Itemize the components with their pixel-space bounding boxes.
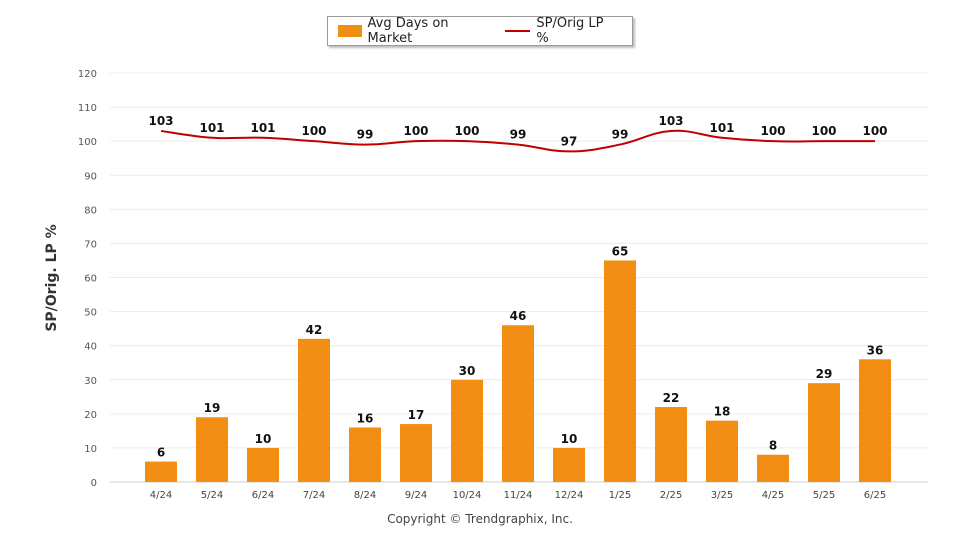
x-tick-label: 5/24 [201,490,223,501]
x-tick-label: 4/25 [762,490,784,501]
bar [349,427,381,482]
line-data-label: 100 [403,124,428,138]
x-tick-label: 12/24 [555,490,584,501]
line-data-label: 100 [862,124,887,138]
x-tick-label: 1/25 [609,490,631,501]
bar [247,447,279,482]
line-data-label: 99 [510,128,527,142]
y-tick-label: 90 [84,171,97,182]
bar [298,338,330,482]
legend: Avg Days on Market SP/Orig LP % [327,16,633,46]
bar-data-label: 19 [204,401,221,415]
bar-data-label: 17 [408,408,425,422]
bar-series [145,260,891,482]
line-data-label: 103 [148,114,173,128]
line-data-label: 101 [199,121,224,135]
line-series [160,129,875,153]
x-tick-label: 10/24 [453,490,482,501]
y-tick-label: 40 [84,342,97,353]
bar [553,447,585,482]
legend-label-bar: Avg Days on Market [367,16,449,46]
legend-item-line: SP/Orig LP % [505,16,612,46]
x-tick-label: 7/24 [303,490,325,501]
bar-data-label: 65 [612,244,629,258]
copyright-footer: Copyright © Trendgraphix, Inc. [387,512,573,526]
legend-item-bar: Avg Days on Market [338,16,485,46]
x-tick-label: 3/25 [711,490,733,501]
bar [604,260,636,482]
bar [451,379,483,482]
line-data-label: 100 [301,124,326,138]
y-tick-label: 70 [84,239,97,250]
bar-data-label: 10 [255,432,272,446]
line-data-labels: 103 101 101 100 99 100 100 99 97 99 103 101 100 100 10… [148,114,887,148]
bar [808,383,840,482]
y-tick-label: 110 [78,103,97,114]
bar [145,461,177,482]
line-data-label: 101 [250,121,275,135]
bar-data-label: 29 [816,367,833,381]
x-tick-labels: 4/24 5/24 6/24 7/24 8/24 9/24 10/24 11/24 12/24 1… [150,490,886,501]
y-tick-label: 20 [84,410,97,421]
y-tick-label: 10 [84,444,97,455]
bar-data-label: 16 [357,411,374,425]
y-tick-label: 60 [84,274,97,285]
bar [706,420,738,482]
bar [757,454,789,482]
x-tick-label: 2/25 [660,490,682,501]
legend-swatch-bar [338,25,362,37]
line-data-label: 100 [454,124,479,138]
legend-swatch-line [505,30,531,32]
bar [655,407,687,482]
bar [196,417,228,482]
bar-data-label: 30 [459,364,476,378]
x-tick-label: 11/24 [504,490,533,501]
bar [502,325,534,482]
line-data-label: 99 [357,128,374,142]
y-tick-label: 100 [78,137,97,148]
y-tick-label: 120 [78,69,97,80]
bar-data-label: 22 [663,391,680,405]
x-tick-label: 5/25 [813,490,835,501]
bar-data-label: 18 [714,405,731,419]
line-data-label: 97 [561,134,578,148]
bar-data-label: 8 [769,439,777,453]
bar [400,424,432,482]
line-data-label: 100 [811,124,836,138]
y-tick-label: 80 [84,205,97,216]
bar-data-label: 46 [510,309,527,323]
y-tick-labels: 0 10 20 30 40 50 60 70 80 90 100 110 120 [78,69,97,489]
bar [859,359,891,482]
y-tick-label: 30 [84,376,97,387]
y-axis-label: SP/Orig. LP % [44,224,60,332]
x-tick-label: 8/24 [354,490,376,501]
line-data-label: 100 [760,124,785,138]
legend-label-line: SP/Orig LP % [536,16,604,46]
line-data-label: 103 [658,114,683,128]
bar-data-labels: 6 19 10 42 16 17 30 46 10 65 22 18 8 29 36 [157,244,884,459]
line-data-label: 101 [709,121,734,135]
y-tick-label: 0 [91,478,97,489]
x-tick-label: 4/24 [150,490,172,501]
x-tick-label: 9/24 [405,490,427,501]
bar-data-label: 36 [867,343,884,357]
bar-data-label: 42 [306,323,323,337]
line-data-label: 99 [612,128,629,142]
series-line [160,129,875,153]
x-tick-label: 6/25 [864,490,886,501]
bar-data-label: 6 [157,446,165,460]
bar-data-label: 10 [561,432,578,446]
y-tick-label: 50 [84,308,97,319]
x-tick-label: 6/24 [252,490,274,501]
